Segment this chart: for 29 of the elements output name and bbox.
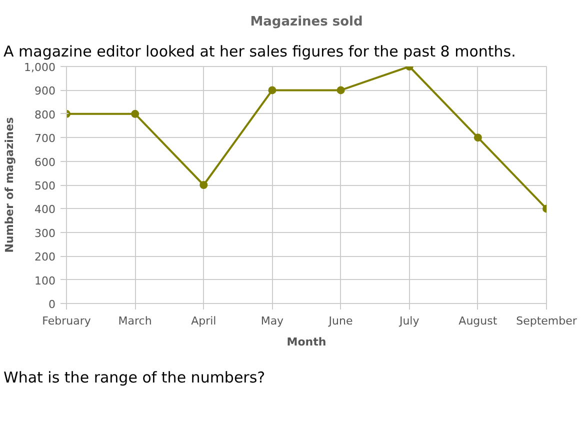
y-tick-label: 500 <box>34 180 56 192</box>
y-tick-label: 900 <box>34 84 56 98</box>
y-tick-label: 1,000 <box>24 61 56 74</box>
x-tick-label: June <box>328 314 353 328</box>
text: What is the range of the numbers? <box>4 368 266 386</box>
y-tick-label: 200 <box>34 250 56 264</box>
x-tick-label: March <box>118 314 152 328</box>
y-tick-label: 400 <box>34 203 56 216</box>
point <box>474 134 482 142</box>
x-tick-label: May <box>260 314 284 328</box>
x-axis-title: Month <box>286 336 326 348</box>
y-tick-label: 700 <box>34 132 56 146</box>
x-tick-label: July <box>398 314 420 328</box>
point <box>336 86 345 94</box>
x-tick-label: August <box>458 314 498 328</box>
x-tick-label: February <box>42 314 92 328</box>
point <box>200 181 208 189</box>
y-tick-label: 100 <box>34 274 56 288</box>
x-tick-label: September <box>516 314 578 328</box>
x-tick-label: April <box>191 314 216 328</box>
y-tick-label: 300 <box>34 226 56 240</box>
y-tick-label: 800 <box>34 108 56 122</box>
text: A magazine editor looked at her sales figures for the past 8 months. <box>4 42 516 60</box>
y-tick-label: 0 <box>48 298 56 311</box>
chart-title: Magazines sold <box>250 14 363 30</box>
y-tick-label: 600 <box>34 156 56 169</box>
y-axis-title: Number of magazines <box>3 116 16 253</box>
point <box>131 110 140 118</box>
point <box>268 86 276 94</box>
